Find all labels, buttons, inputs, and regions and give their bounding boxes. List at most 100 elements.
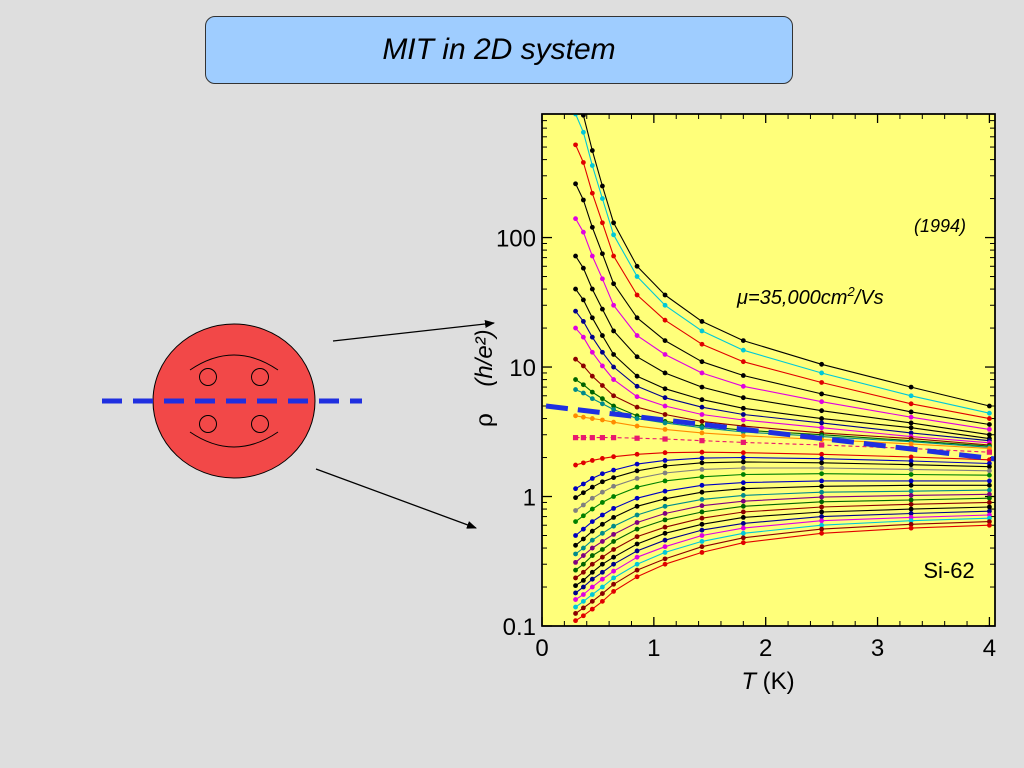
data-point [908, 425, 914, 431]
data-point [662, 470, 668, 476]
data-point [589, 537, 595, 543]
data-point [600, 196, 605, 201]
data-point [634, 561, 640, 567]
data-point [819, 380, 825, 385]
data-point [580, 334, 586, 340]
data-point [600, 417, 605, 423]
data-point [611, 281, 616, 287]
data-point [908, 525, 914, 531]
y-tick-label: 1 [523, 485, 536, 512]
data-point [611, 352, 616, 357]
data-point [987, 468, 992, 474]
data-point [580, 561, 586, 567]
data-point [634, 495, 640, 501]
data-point [662, 478, 668, 484]
data-point [611, 232, 616, 238]
data-point [662, 395, 668, 401]
series-line [575, 144, 990, 420]
data-point [819, 465, 825, 471]
sample-label: Si-62 [923, 558, 974, 583]
mobility-suffix: /Vs [853, 287, 884, 309]
data-point [819, 460, 825, 466]
data-point [573, 286, 578, 292]
data-point [573, 618, 578, 624]
data-point [611, 403, 616, 409]
data-point [908, 414, 914, 420]
data-point [611, 547, 616, 552]
data-point [699, 509, 705, 515]
data-point [819, 416, 825, 421]
data-point [662, 496, 668, 502]
data-point [699, 328, 705, 334]
data-point [573, 142, 578, 148]
data-point [611, 253, 616, 259]
series-line [575, 288, 990, 440]
data-point [740, 455, 746, 460]
data-point [699, 404, 705, 410]
data-point [634, 435, 640, 441]
data-point [908, 493, 914, 498]
data-point [662, 488, 668, 494]
data-point [634, 451, 640, 457]
data-point [699, 497, 705, 502]
data-point [589, 576, 595, 582]
y-axis-label: ρ (h/e²) [470, 329, 498, 427]
data-point [662, 524, 668, 530]
data-point [662, 370, 668, 376]
data-point [589, 569, 595, 575]
data-point [580, 197, 586, 203]
separatrix-dashed-line [545, 403, 996, 462]
data-point [580, 435, 586, 441]
data-point [600, 576, 605, 582]
data-point [600, 489, 605, 495]
data-point [573, 559, 578, 565]
data-point [740, 509, 746, 515]
data-point [573, 253, 578, 259]
data-point [908, 441, 914, 447]
data-point [600, 521, 605, 527]
x-tick-label: 3 [871, 635, 884, 662]
data-point [611, 568, 616, 574]
x-tick-label: 0 [535, 635, 548, 662]
data-point [611, 483, 616, 489]
upper-arrow [332, 320, 495, 342]
data-point [580, 536, 586, 542]
data-point [908, 430, 914, 436]
data-point [819, 451, 825, 457]
data-point [580, 129, 586, 135]
data-point [908, 420, 914, 426]
data-point [740, 338, 746, 344]
data-point [819, 442, 825, 448]
data-point [634, 484, 640, 490]
data-point [987, 504, 992, 510]
data-point [662, 550, 668, 555]
data-point [819, 494, 825, 500]
series-line [575, 114, 990, 414]
data-point [580, 382, 586, 388]
data-point [589, 495, 595, 501]
data-point [611, 328, 616, 334]
data-point [634, 373, 640, 379]
data-point [662, 420, 668, 426]
x-tick-label: 4 [983, 635, 996, 662]
data-point [908, 409, 914, 415]
data-point [634, 548, 640, 554]
data-point [908, 506, 914, 512]
data-point [589, 584, 595, 590]
data-point [740, 503, 746, 509]
data-point [573, 597, 578, 602]
mobility-annotation: μ=35,000cm2/Vs [736, 284, 884, 309]
data-point [580, 592, 586, 597]
data-point [573, 575, 578, 581]
data-point [611, 364, 616, 370]
data-point [573, 611, 578, 616]
slide-title: MIT in 2D system [205, 16, 793, 84]
data-point [589, 606, 595, 612]
data-point [819, 526, 825, 532]
data-point [580, 526, 586, 532]
data-point [908, 521, 914, 527]
data-point [699, 466, 705, 472]
data-point [699, 359, 705, 365]
data-point [572, 435, 579, 441]
data-series [572, 114, 993, 624]
